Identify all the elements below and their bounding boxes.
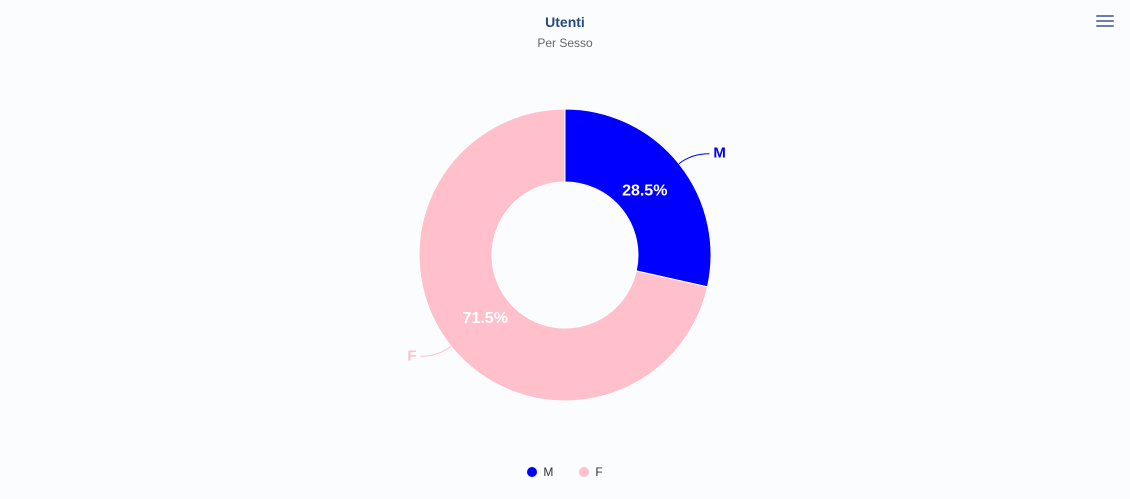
connector-f: [420, 345, 452, 357]
legend-marker-m: [527, 467, 538, 477]
legend-marker-f: [579, 467, 590, 477]
chart-subtitle: Per Sesso: [537, 36, 593, 50]
data-label-m: 28.5%: [622, 182, 667, 199]
hamburger-menu-icon[interactable]: [1093, 12, 1117, 30]
chart-legend: M F: [0, 465, 1130, 479]
slice-m[interactable]: [564, 108, 712, 288]
data-label-f: 71.5%: [463, 310, 508, 327]
connector-m: [678, 153, 710, 165]
category-label-m: M: [713, 145, 726, 162]
category-label-f: F: [407, 347, 416, 364]
legend-label-m: M: [543, 465, 554, 479]
legend-item-f[interactable]: F: [579, 465, 603, 479]
slice-f[interactable]: [418, 108, 709, 402]
legend-item-m[interactable]: M: [527, 465, 553, 479]
legend-label-f: F: [595, 465, 603, 479]
chart-title: Utenti: [545, 14, 585, 30]
